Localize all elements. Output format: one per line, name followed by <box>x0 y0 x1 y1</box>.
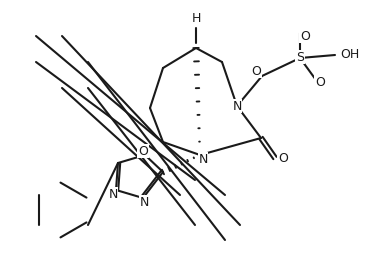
Text: H: H <box>191 11 201 24</box>
Text: N: N <box>232 100 242 113</box>
Text: O: O <box>138 145 148 158</box>
Text: N: N <box>198 153 208 166</box>
Text: OH: OH <box>340 48 359 61</box>
Text: O: O <box>278 152 288 165</box>
Text: O: O <box>315 75 325 88</box>
Text: N: N <box>108 187 118 200</box>
Text: S: S <box>296 50 304 63</box>
Text: O: O <box>251 64 261 77</box>
Text: O: O <box>300 29 310 42</box>
Text: N: N <box>139 196 149 209</box>
